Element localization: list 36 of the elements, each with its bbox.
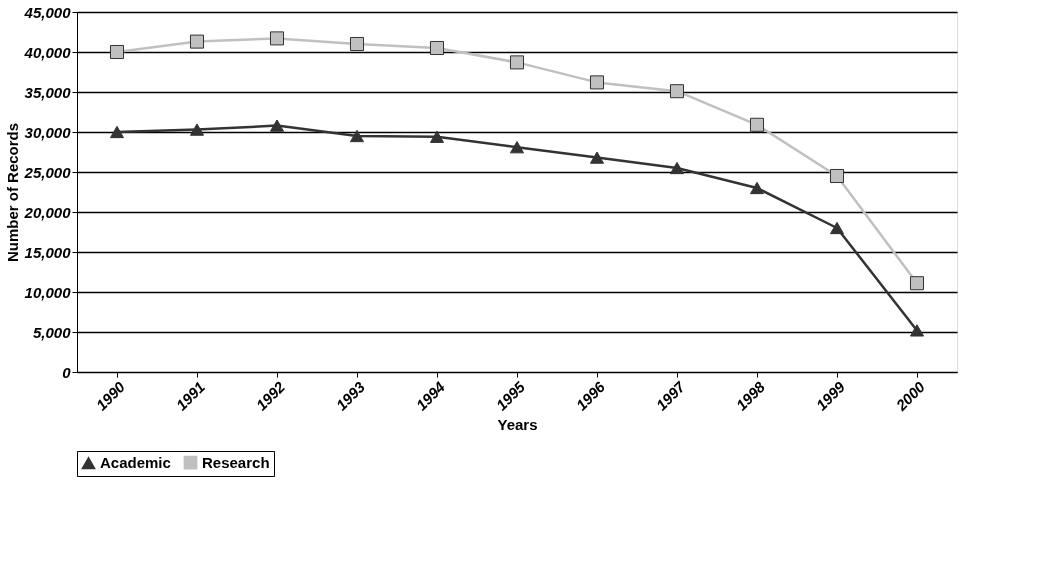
point: [189, 34, 205, 49]
point: [829, 221, 845, 235]
point: [269, 31, 285, 46]
y-tick-label: 15,000: [24, 243, 72, 261]
point: [749, 181, 765, 195]
point: [269, 119, 285, 132]
point: [189, 123, 205, 136]
point: [349, 36, 365, 52]
y-tick-label: 0: [62, 363, 72, 381]
legend-label: Academic: [100, 454, 171, 472]
point: [589, 151, 605, 164]
y-tick-label: 45,000: [23, 3, 72, 21]
point: [669, 161, 685, 175]
point: [109, 44, 125, 60]
point: [829, 168, 845, 184]
y-tick-label: 30,000: [24, 123, 72, 141]
y-axis-title: Number of Records: [3, 122, 21, 263]
point: [509, 55, 525, 70]
point: [589, 75, 605, 90]
point: [509, 141, 525, 154]
y-tick-label: 40,000: [23, 43, 72, 61]
point: [909, 276, 925, 291]
point: [349, 129, 365, 143]
y-tick-label: 20,000: [23, 203, 72, 221]
point: [429, 40, 445, 56]
legend-label: Research: [202, 453, 270, 471]
point: [909, 324, 925, 337]
x-axis-title: Years: [497, 415, 538, 433]
point: [109, 125, 125, 139]
point: [749, 117, 765, 132]
y-tick-label: 10,000: [24, 283, 72, 301]
point: [669, 84, 685, 99]
point: [429, 130, 445, 143]
y-tick-label: 5,000: [32, 323, 72, 341]
y-tick-label: 35,000: [24, 83, 72, 101]
y-tick-label: 25,000: [23, 163, 72, 181]
